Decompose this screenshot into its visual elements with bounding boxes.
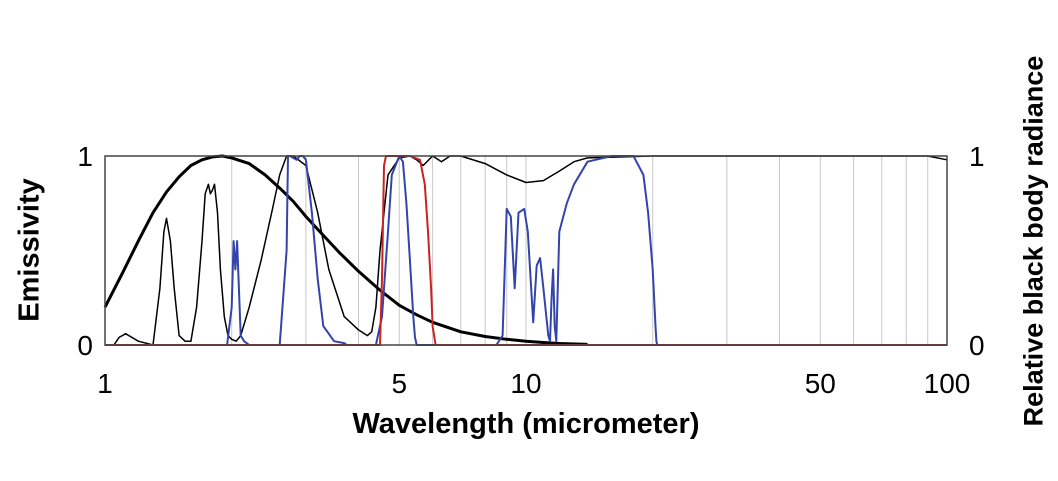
x-tick-label: 1 (97, 368, 113, 399)
y-tick-label: 0 (77, 330, 93, 361)
x-tick-label: 10 (510, 368, 541, 399)
x-tick-label: 50 (805, 368, 836, 399)
y2-tick-label: 0 (969, 330, 985, 361)
y-tick-label: 1 (77, 141, 93, 172)
y2-tick-label: 1 (969, 141, 985, 172)
series-line-1 (103, 154, 588, 346)
plot-frame (104, 155, 948, 346)
series-line-4 (105, 155, 947, 346)
x-tick-label: 100 (924, 368, 971, 399)
series-group (103, 154, 948, 346)
y2-axis-label: Relative black body radiance (1010, 0, 1058, 481)
x-axis-label: Wavelength (micrometer) (352, 408, 700, 440)
y-axis-label-text: Emissivity (13, 178, 46, 322)
gridlines (231, 156, 929, 345)
x-tick-label: 5 (391, 368, 407, 399)
y-axis-label: Emissivity (0, 155, 60, 345)
y2-axis-label-text: Relative black body radiance (1018, 55, 1049, 426)
